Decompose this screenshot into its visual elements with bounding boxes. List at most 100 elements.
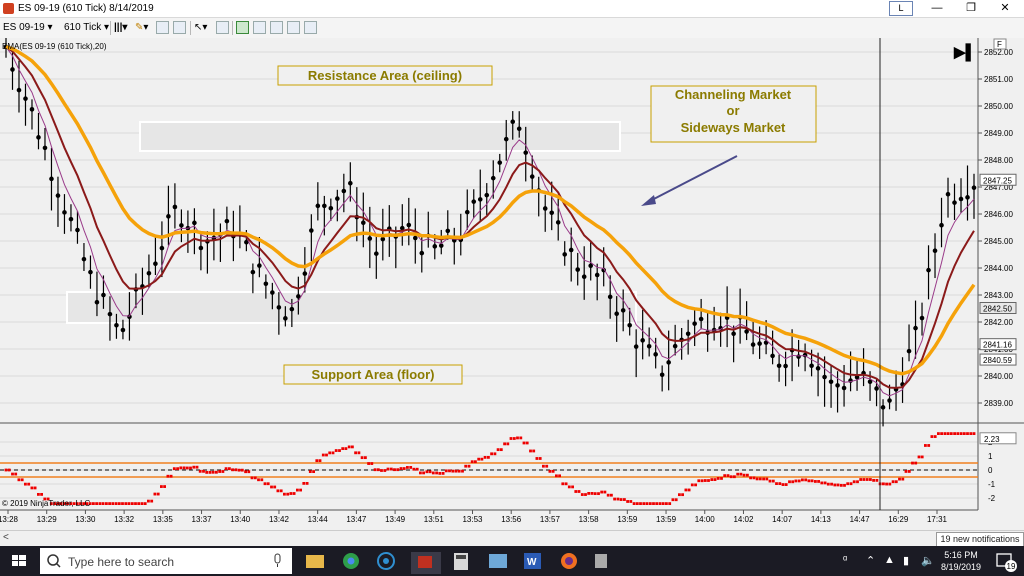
osc-dot [202,469,205,473]
notification-popup[interactable]: 19 new notifications [936,532,1024,547]
osc-dot [92,502,95,505]
layout-button[interactable]: L [889,1,913,16]
price-tag [979,302,1017,314]
osc-dot [839,483,843,487]
osc-dot [529,449,532,453]
osc-dot [762,477,765,481]
people-icon[interactable]: ᵅ [843,554,848,566]
interval-selector[interactable]: 610 Tick ▾ [64,22,110,33]
search-input[interactable]: Type here to search [40,548,292,574]
zoom-icon[interactable] [216,21,229,34]
price-bar-close [614,311,619,317]
cursor-icon[interactable]: ↖▾ [194,22,208,33]
price-bar-close [81,256,87,262]
osc-dot [33,486,37,490]
toolbar-divider [190,21,191,35]
pinned-apps[interactable]: W [300,546,610,576]
osc-dot [451,469,455,473]
osc-dot [82,502,86,505]
properties-icon[interactable] [253,21,266,34]
scroll-left-icon[interactable]: < [3,532,9,543]
price-bar-close [744,329,749,334]
snapshot-icon[interactable] [287,21,300,34]
osc-dot [428,470,432,474]
data-series-icon[interactable] [236,21,249,34]
price-bar-close [646,343,652,349]
price-bar-close [523,150,529,155]
template-icon[interactable] [270,21,283,34]
strategy-icon[interactable] [173,21,186,34]
price-bar-close [29,107,35,112]
horizontal-scrollbar[interactable]: < [0,530,1024,547]
price-chart[interactable]: 2852.00 2851.00 2850.00 2849.00 2848.00 2847.… [0,38,1024,530]
osc-dot [59,502,63,505]
osc-dot [457,469,461,473]
osc-dot [752,476,756,480]
osc-dot [483,455,487,459]
osc-dot [784,483,788,486]
start-button[interactable] [10,546,28,576]
network-icon[interactable]: ▲ [884,554,895,566]
osc-dot [354,451,357,455]
close-button[interactable]: ✕ [1000,2,1010,14]
osc-dot [480,457,484,461]
indicator-icon[interactable] [156,21,169,34]
share-icon[interactable] [304,21,317,34]
osc-dot [409,466,413,469]
resistance-annotation: Resistance Area (ceiling) [277,65,493,86]
minimize-button[interactable]: — [931,2,943,14]
osc-dot [49,502,53,505]
price-bar-close [672,343,678,349]
osc-dot [804,478,808,482]
microphone-icon[interactable] [272,553,284,569]
osc-dot [506,442,510,446]
volume-icon[interactable]: 🔈 [921,555,935,567]
time-tick-label: 14:13 [811,515,832,524]
osc-dot [652,502,655,505]
system-clock[interactable]: 5:16 PM 8/19/2019 [938,549,984,573]
osc-dot [24,482,27,486]
osc-dot [600,490,604,494]
price-bar-close [490,175,496,181]
time-tick-label: 13:35 [153,515,174,524]
osc-dot [98,502,102,505]
osc-dot [509,437,513,440]
pencil-icon[interactable]: ✎▾ [135,22,149,33]
restore-button[interactable]: ❐ [966,2,976,14]
osc-dot [292,492,296,495]
paint-icon [595,554,607,568]
time-tick-label: 13:40 [230,515,251,524]
price-bar-close [94,299,100,305]
instrument-selector[interactable]: ES 09-19 ▾ [3,22,53,33]
osc-dot [11,472,14,476]
price-bar-close [107,311,113,317]
osc-dot [707,479,710,482]
panel-options-button[interactable] [993,38,1007,50]
time-tick-label: 13:28 [0,515,19,524]
bar-type-icon[interactable]: |||▾ [114,22,128,33]
notification-center-icon[interactable]: 19 [992,546,1020,576]
play-icon[interactable]: ▶▌ [953,43,976,62]
price-bar-close [770,353,775,359]
osc-dot [788,480,791,484]
osc-dot [616,497,620,501]
osc-dot [953,432,956,435]
price-bar-close [374,251,379,256]
price-bar-close [335,196,340,201]
time-tick-label: 13:37 [192,515,213,524]
osc-dot [648,502,652,505]
search-icon [47,554,61,568]
price-bar-close [153,261,158,267]
show-hidden-icons[interactable]: ⌃ [866,555,876,567]
osc-dot [431,471,435,475]
osc-dot [321,453,325,457]
power-icon[interactable]: ▮ [903,555,910,567]
osc-dot [885,482,888,486]
osc-dot [347,445,351,449]
price-bar-close [55,193,61,198]
oscillator-dots [4,432,976,505]
resistance-box [139,121,621,152]
price-tick-label: 2842.00 [984,318,1013,327]
price-tag [979,353,1017,366]
osc-dot [302,481,306,485]
